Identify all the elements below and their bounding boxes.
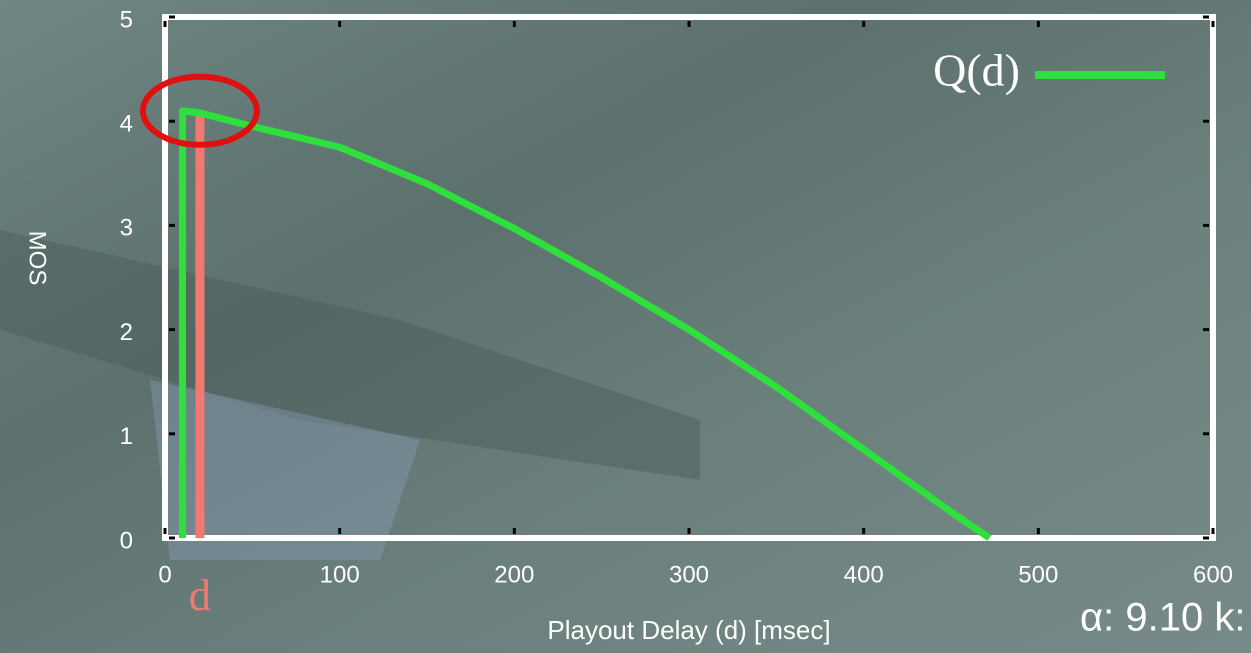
- legend-label: Q(d): [933, 45, 1020, 96]
- x-tick-label: 200: [494, 561, 534, 588]
- x-tick-label: 0: [158, 561, 171, 588]
- annotation: α: 9.10 k: 1: [1080, 596, 1251, 640]
- x-tick-label: 100: [320, 561, 360, 588]
- y-tick-label: 5: [120, 6, 133, 33]
- y-tick-label: 1: [120, 423, 133, 450]
- y-tick-label: 0: [120, 527, 133, 554]
- x-tick-label: 600: [1193, 561, 1233, 588]
- x-axis-label: Playout Delay (d) [msec]: [547, 615, 830, 645]
- x-tick-label: 300: [669, 561, 709, 588]
- y-tick-label: 2: [120, 319, 133, 346]
- marker-label: d: [189, 571, 211, 620]
- y-tick-label: 3: [120, 215, 133, 242]
- y-axis-label: MOS: [24, 231, 51, 286]
- y-tick-label: 4: [120, 111, 133, 138]
- chart: Playout Delay (d) [msec] MOS α: 9.10 k: …: [0, 0, 1251, 653]
- x-tick-label: 400: [844, 561, 884, 588]
- x-tick-label: 500: [1018, 561, 1058, 588]
